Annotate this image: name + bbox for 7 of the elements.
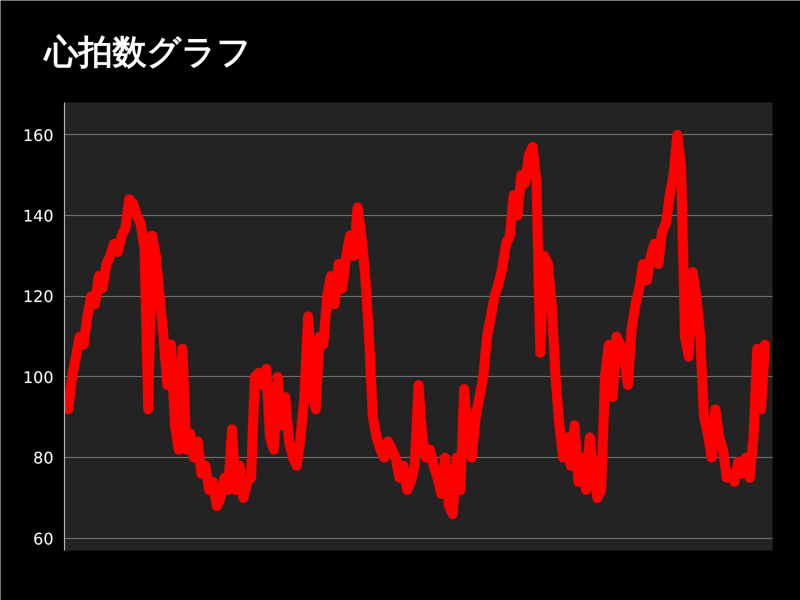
- y-tick-label: 160: [22, 126, 54, 145]
- y-tick-label: 60: [33, 529, 54, 548]
- chart-title: 心拍数グラフ: [42, 32, 252, 72]
- y-tick-label: 140: [22, 206, 54, 226]
- y-tick-label: 80: [33, 448, 54, 468]
- y-tick-label: 100: [22, 368, 54, 387]
- y-tick-label: 120: [22, 287, 54, 306]
